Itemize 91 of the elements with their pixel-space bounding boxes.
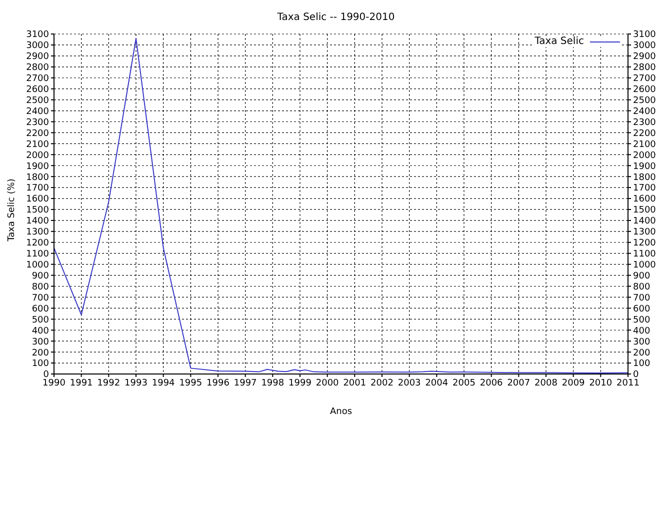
y-tick-label: 1600 bbox=[26, 194, 50, 205]
y-tick-label: 1000 bbox=[26, 260, 50, 271]
y-tick-label: 300 bbox=[32, 337, 50, 348]
y2-tick-label: 1500 bbox=[633, 206, 656, 216]
x-tick-label: 1990 bbox=[42, 378, 66, 388]
y-tick-label: 2200 bbox=[26, 128, 50, 139]
y-tick-label: 200 bbox=[32, 348, 50, 358]
y-tick-label: 1300 bbox=[26, 228, 50, 238]
y-tick-label: 2100 bbox=[26, 140, 50, 150]
y-tick-label: 600 bbox=[32, 304, 50, 314]
x-tick-label: 1996 bbox=[206, 378, 230, 388]
y2-tick-label: 2700 bbox=[633, 74, 656, 84]
y-tick-label: 1400 bbox=[26, 216, 50, 227]
y-tick-label: 1800 bbox=[26, 172, 50, 183]
y2-tick-label: 600 bbox=[633, 304, 650, 314]
y2-tick-label: 1200 bbox=[633, 238, 656, 249]
y-tick-label: 3000 bbox=[26, 41, 50, 52]
x-tick-label: 2011 bbox=[616, 378, 640, 388]
y-tick-label: 2900 bbox=[26, 52, 50, 62]
y-tick-label: 100 bbox=[32, 359, 50, 370]
y2-tick-label: 1700 bbox=[633, 184, 656, 194]
x-tick-label: 1993 bbox=[124, 378, 148, 388]
y2-tick-label: 2200 bbox=[633, 128, 656, 139]
y2-tick-label: 3100 bbox=[633, 30, 656, 40]
x-axis-title: Anos bbox=[328, 407, 354, 417]
y2-tick-label: 2500 bbox=[633, 96, 656, 106]
y2-tick-label: 1900 bbox=[633, 162, 656, 172]
y-tick-label: 500 bbox=[32, 315, 50, 326]
x-tick-label: 2007 bbox=[507, 378, 530, 388]
y-tick-label: 0 bbox=[43, 370, 50, 380]
x-tick-label: 2000 bbox=[316, 378, 340, 388]
y2-tick-label: 2000 bbox=[633, 150, 656, 161]
y2-tick-label: 0 bbox=[633, 370, 639, 380]
y-tick-label: 1500 bbox=[26, 206, 50, 216]
y-tick-label: 3100 bbox=[26, 30, 50, 40]
y-tick-label: 2800 bbox=[26, 63, 50, 74]
y2-tick-label: 100 bbox=[633, 359, 650, 370]
y-tick-label: 1100 bbox=[26, 250, 50, 260]
y-tick-label: 1200 bbox=[26, 238, 50, 249]
x-tick-label: 1997 bbox=[234, 378, 257, 388]
line-series bbox=[54, 38, 628, 374]
legend-label: Taxa Selic bbox=[534, 36, 584, 47]
y-tick-label: 1700 bbox=[26, 184, 50, 194]
y2-tick-label: 400 bbox=[633, 326, 650, 336]
x-tick-label: 1991 bbox=[70, 378, 93, 388]
x-tick-label: 2010 bbox=[589, 378, 612, 388]
x-tick-label: 1992 bbox=[97, 378, 120, 388]
y-tick-label: 400 bbox=[32, 326, 50, 336]
x-tick-label: 1995 bbox=[179, 378, 202, 388]
y2-tick-label: 2100 bbox=[633, 140, 656, 150]
x-tick-label: 1999 bbox=[288, 378, 312, 388]
y-tick-label: 800 bbox=[32, 282, 50, 292]
x-tick-label: 2006 bbox=[480, 378, 504, 388]
y2-tick-label: 1400 bbox=[633, 216, 656, 227]
y2-tick-label: 700 bbox=[633, 293, 650, 304]
y2-tick-label: 1100 bbox=[633, 250, 656, 260]
y2-tick-label: 200 bbox=[633, 348, 650, 358]
y2-tick-label: 1600 bbox=[633, 194, 656, 205]
y2-tick-label: 2800 bbox=[633, 63, 656, 74]
y-tick-label: 2600 bbox=[26, 85, 50, 96]
y2-tick-label: 1800 bbox=[633, 172, 656, 183]
y2-tick-label: 2400 bbox=[633, 106, 656, 117]
x-tick-label: 1998 bbox=[261, 378, 284, 388]
y-tick-label: 2700 bbox=[26, 74, 50, 84]
y2-tick-label: 900 bbox=[633, 271, 650, 282]
y2-tick-label: 2900 bbox=[633, 52, 656, 62]
y2-tick-label: 800 bbox=[633, 282, 650, 292]
y-tick-label: 2500 bbox=[26, 96, 50, 106]
y-tick-label: 700 bbox=[32, 293, 50, 304]
y2-tick-label: 300 bbox=[633, 337, 650, 348]
y-axis-title: Taxa Selic (%) bbox=[7, 178, 17, 242]
y2-tick-label: 3000 bbox=[633, 41, 656, 52]
x-tick-label: 2002 bbox=[370, 378, 394, 388]
x-tick-label: 2003 bbox=[398, 378, 421, 388]
y-tick-label: 2400 bbox=[26, 106, 50, 117]
x-tick-label: 2004 bbox=[425, 378, 448, 388]
y2-tick-label: 500 bbox=[633, 315, 650, 326]
x-tick-label: 2009 bbox=[562, 378, 586, 388]
x-tick-label: 2005 bbox=[452, 378, 476, 388]
y2-tick-label: 2300 bbox=[633, 118, 656, 128]
x-tick-label: 1994 bbox=[152, 378, 176, 388]
y2-tick-label: 1300 bbox=[633, 228, 656, 238]
y-tick-label: 2000 bbox=[26, 150, 50, 161]
y-tick-label: 1900 bbox=[26, 162, 50, 172]
y2-tick-label: 2600 bbox=[633, 85, 656, 96]
x-tick-label: 2008 bbox=[534, 378, 558, 388]
y-tick-label: 900 bbox=[32, 271, 50, 282]
y2-tick-label: 1000 bbox=[633, 260, 656, 271]
y-tick-label: 2300 bbox=[26, 118, 50, 128]
x-tick-label: 2001 bbox=[343, 378, 366, 388]
chart-title: Taxa Selic -- 1990-2010 bbox=[276, 12, 396, 23]
